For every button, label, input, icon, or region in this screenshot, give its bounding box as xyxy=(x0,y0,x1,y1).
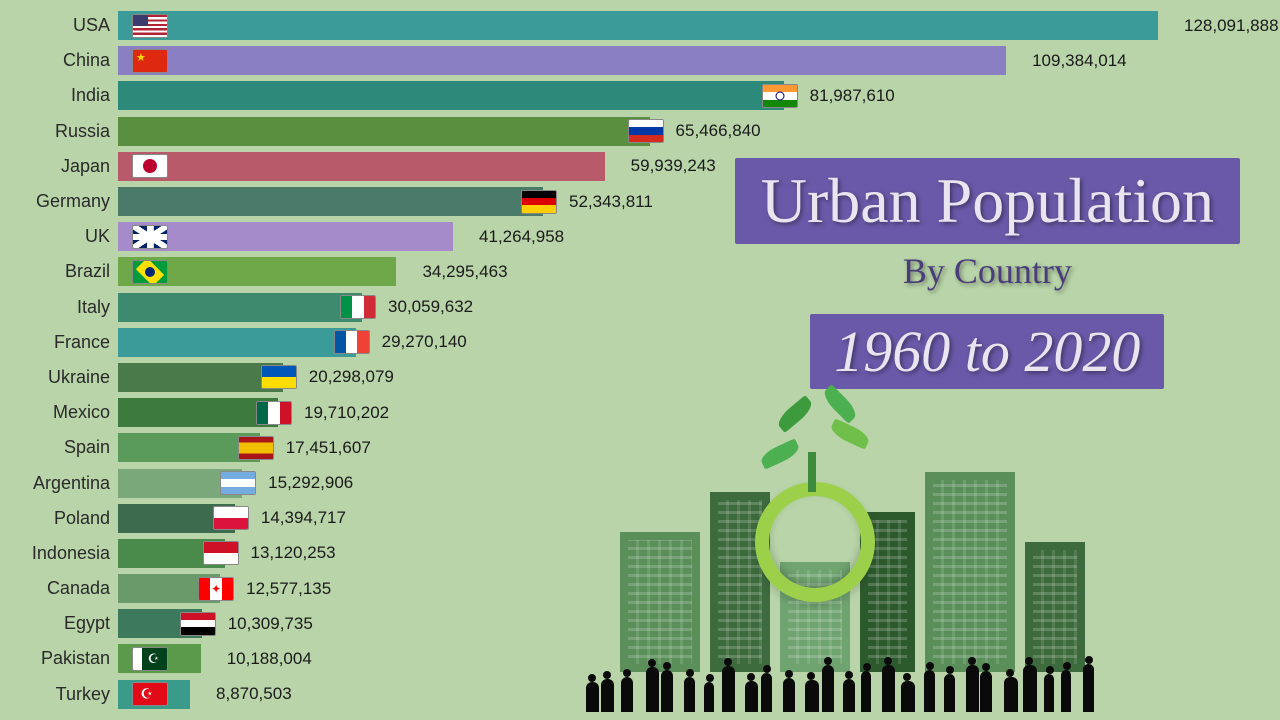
country-label: Turkey xyxy=(0,684,118,705)
uk-flag-icon xyxy=(132,225,168,249)
chart-row: USA128,091,888 xyxy=(0,8,1280,43)
bar-value: 10,188,004 xyxy=(227,649,312,669)
india-flag-icon xyxy=(762,84,798,108)
bar: 14,394,717 xyxy=(118,504,235,533)
usa-flag-icon xyxy=(132,14,168,38)
country-label: Mexico xyxy=(0,402,118,423)
country-label: China xyxy=(0,50,118,71)
country-label: Egypt xyxy=(0,613,118,634)
bar: 65,466,840 xyxy=(118,117,650,146)
bar-value: 109,384,014 xyxy=(1032,51,1127,71)
indonesia-flag-icon xyxy=(203,541,239,565)
city-illustration xyxy=(580,432,1100,712)
poland-flag-icon xyxy=(213,506,249,530)
country-label: Russia xyxy=(0,121,118,142)
bar-value: 29,270,140 xyxy=(382,332,467,352)
bar-value: 14,394,717 xyxy=(261,508,346,528)
bar: 10,309,735 xyxy=(118,609,202,638)
bar-value: 19,710,202 xyxy=(304,403,389,423)
ukraine-flag-icon xyxy=(261,365,297,389)
bar-value: 13,120,253 xyxy=(251,543,336,563)
country-label: India xyxy=(0,85,118,106)
title-sub: By Country xyxy=(735,250,1240,292)
country-label: Pakistan xyxy=(0,648,118,669)
country-label: Indonesia xyxy=(0,543,118,564)
japan-flag-icon xyxy=(132,154,168,178)
bar: 30,059,632 xyxy=(118,293,362,322)
spain-flag-icon xyxy=(238,436,274,460)
canada-flag-icon xyxy=(198,577,234,601)
bar: 128,091,888 xyxy=(118,11,1158,40)
country-label: France xyxy=(0,332,118,353)
bar: 8,870,503 xyxy=(118,680,190,709)
bar-value: 41,264,958 xyxy=(479,227,564,247)
germany-flag-icon xyxy=(521,190,557,214)
bar-value: 12,577,135 xyxy=(246,579,331,599)
bar: 12,577,135 xyxy=(118,574,220,603)
bar: 59,939,243 xyxy=(118,152,605,181)
chart-row: India81,987,610 xyxy=(0,78,1280,113)
bar: 81,987,610 xyxy=(118,81,784,110)
bar-value: 59,939,243 xyxy=(631,156,716,176)
bar-value: 20,298,079 xyxy=(309,367,394,387)
bar-value: 128,091,888 xyxy=(1184,16,1279,36)
bar: 13,120,253 xyxy=(118,539,225,568)
bar: 52,343,811 xyxy=(118,187,543,216)
bar: 19,710,202 xyxy=(118,398,278,427)
chart-row: Mexico19,710,202 xyxy=(0,395,1280,430)
bar-value: 65,466,840 xyxy=(676,121,761,141)
bar-value: 52,343,811 xyxy=(569,192,653,212)
country-label: Japan xyxy=(0,156,118,177)
bar-value: 8,870,503 xyxy=(216,684,292,704)
bar-value: 34,295,463 xyxy=(422,262,507,282)
bar: 29,270,140 xyxy=(118,328,356,357)
bar-value: 81,987,610 xyxy=(810,86,895,106)
bar: 41,264,958 xyxy=(118,222,453,251)
chart-row: China109,384,014 xyxy=(0,43,1280,78)
country-label: Italy xyxy=(0,297,118,318)
bar-value: 17,451,607 xyxy=(286,438,371,458)
country-label: Spain xyxy=(0,437,118,458)
bar: 109,384,014 xyxy=(118,46,1006,75)
country-label: Brazil xyxy=(0,261,118,282)
title-main: Urban Population xyxy=(735,158,1240,244)
title-years: 1960 to 2020 xyxy=(810,314,1164,389)
country-label: Canada xyxy=(0,578,118,599)
russia-flag-icon xyxy=(628,119,664,143)
china-flag-icon xyxy=(132,49,168,73)
bar: 34,295,463 xyxy=(118,257,396,286)
france-flag-icon xyxy=(334,330,370,354)
country-label: Poland xyxy=(0,508,118,529)
mexico-flag-icon xyxy=(256,401,292,425)
title-block: Urban Population By Country 1960 to 2020 xyxy=(735,158,1240,389)
bar: 15,292,906 xyxy=(118,469,242,498)
bar-value: 30,059,632 xyxy=(388,297,473,317)
pakistan-flag-icon xyxy=(132,647,168,671)
bar: 20,298,079 xyxy=(118,363,283,392)
country-label: Germany xyxy=(0,191,118,212)
argentina-flag-icon xyxy=(220,471,256,495)
italy-flag-icon xyxy=(340,295,376,319)
bar-value: 15,292,906 xyxy=(268,473,353,493)
egypt-flag-icon xyxy=(180,612,216,636)
bar-value: 10,309,735 xyxy=(228,614,313,634)
bar: 10,188,004 xyxy=(118,644,201,673)
chart-row: Russia65,466,840 xyxy=(0,114,1280,149)
country-label: Ukraine xyxy=(0,367,118,388)
country-label: Argentina xyxy=(0,473,118,494)
turkey-flag-icon xyxy=(132,682,168,706)
brazil-flag-icon xyxy=(132,260,168,284)
bar: 17,451,607 xyxy=(118,433,260,462)
country-label: USA xyxy=(0,15,118,36)
country-label: UK xyxy=(0,226,118,247)
